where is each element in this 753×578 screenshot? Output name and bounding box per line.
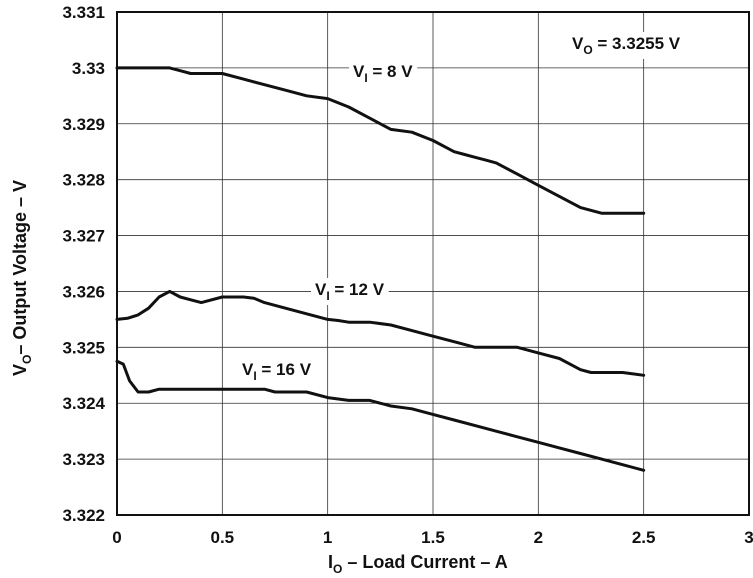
y-tick-label: 3.328: [62, 171, 105, 190]
x-tick-label: 2.5: [632, 528, 656, 547]
y-tick-label: 3.325: [62, 338, 105, 357]
x-tick-label: 2: [534, 528, 543, 547]
label-background: [568, 32, 685, 59]
y-tick-label: 3.327: [62, 227, 105, 246]
y-axis-title: VO– Output Voltage – V: [10, 180, 34, 376]
x-tick-label: 1.5: [421, 528, 445, 547]
x-tick-labels: 0 0.5 1 1.5 2 2.5 3: [112, 528, 753, 547]
x-tick-label: 0.5: [211, 528, 235, 547]
label-background: [311, 278, 389, 305]
y-tick-labels: 3.322 3.323 3.324 3.325 3.326 3.327 3.328 3.329…: [62, 3, 105, 525]
label-background: [238, 358, 316, 385]
y-tick-label: 3.324: [62, 394, 105, 413]
y-tick-label: 3.323: [62, 450, 105, 469]
y-tick-label: 3.322: [62, 506, 105, 525]
x-tick-label: 1: [323, 528, 332, 547]
series-label-vi-12v: VI = 12 V: [315, 280, 385, 303]
y-tick-label: 3.33: [72, 59, 105, 78]
y-tick-label: 3.329: [62, 115, 105, 134]
series-line-vi-12v: [115, 289, 646, 377]
series-line-vi-16v: [115, 359, 646, 472]
y-tick-label: 3.331: [62, 3, 105, 22]
x-tick-label: 0: [112, 528, 121, 547]
output-voltage-annotation: VO = 3.3255 V: [572, 34, 681, 57]
series-line-vi-8v: [115, 66, 646, 215]
x-axis-title: IO – Load Current – A: [328, 552, 508, 576]
series-label-vi-16v: VI = 16 V: [242, 360, 312, 383]
series-label-vi-8v: VI = 8 V: [353, 62, 413, 85]
x-tick-label: 3: [744, 528, 753, 547]
y-tick-label: 3.326: [62, 282, 105, 301]
plot-frame: [116, 11, 750, 516]
label-background: [349, 60, 418, 87]
series-lines: [115, 66, 646, 472]
grid: [116, 11, 750, 516]
